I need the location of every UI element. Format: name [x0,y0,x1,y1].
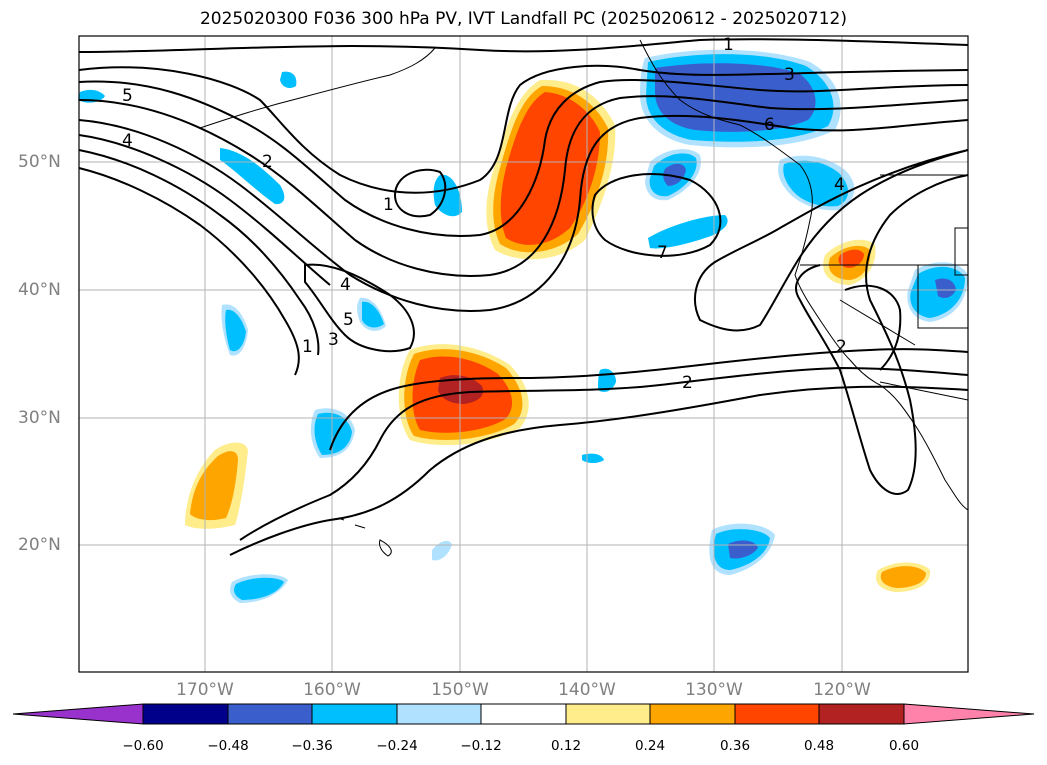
lon-label-130w: 130°W [685,680,743,700]
colorbar-extend-left [12,703,144,725]
lon-label-170w: 170°W [176,680,234,700]
contour-label: 1 [383,195,394,215]
contour-label: 1 [302,337,313,357]
negative-anomaly-pacific-mid-strong [663,163,686,186]
lon-label-150w: 150°W [431,680,489,700]
negative-anomaly-hawaii-south [432,540,452,561]
colorbar-tick: 0.60 [888,738,920,754]
contour-label: 7 [657,243,668,263]
colorbar-swatch [311,703,398,725]
colorbar-tick: −0.24 [376,738,418,754]
lat-label-50n: 50°N [18,152,61,172]
colorbar-swatch [396,703,482,725]
contour-label: 5 [122,86,133,106]
negative-anomaly-bc-coast-mid [783,160,849,207]
lon-label-140w: 140°W [558,680,616,700]
positive-anomaly-subtropic-west-mid [190,451,238,521]
lon-label-120w: 120°W [813,680,871,700]
colorbar-swatch [565,703,651,725]
positive-anomaly-california-strong [838,249,864,268]
contour-label: 3 [328,330,339,350]
contour-label: 4 [340,275,351,295]
colorbar-swatch [142,703,229,725]
colorbar-swatch [734,703,820,725]
colorbar-tick: 0.12 [550,738,582,754]
contour-label: 4 [122,131,133,151]
colorbar-swatch [480,703,567,725]
lat-label-20n: 20°N [18,535,61,555]
colorbar-tick: 0.36 [719,738,751,754]
lon-label-160w: 160°W [303,680,361,700]
negative-anomaly-small-1 [280,71,297,88]
colorbar-swatch [818,703,905,725]
colorbar-tick: −0.48 [207,738,249,754]
pv-contours [78,38,969,556]
lat-label-30n: 30°N [18,408,61,428]
colorbar-tick: −0.12 [460,738,502,754]
contour-label: 1 [723,35,734,55]
colorbar-swatch [649,703,736,725]
coastlines [199,39,969,557]
negative-anomaly-southwest-mid [234,577,284,600]
contour-label: 3 [784,65,795,85]
negative-anomaly-hawaii-west-mid [225,309,246,352]
negative-anomaly-gulf-alaska-strong [655,63,816,132]
contour-label: 2 [682,373,693,393]
graticule [79,36,968,672]
negative-anomaly-west-coast-band [648,215,728,249]
positive-anomaly-south-max [438,375,484,404]
contour-label: 2 [262,152,273,172]
colorbar-extend-right [903,703,1035,725]
colorbar-tick: 0.24 [634,738,666,754]
negative-anomaly-subtropic-3 [582,453,604,463]
colorbar-tick: −0.36 [291,738,333,754]
negative-anomaly-small-2 [433,174,462,217]
positive-anomaly-southeast-mid [880,566,926,588]
contour-label: 6 [764,115,775,135]
colorbar [12,703,1035,725]
map-title: 2025020300 F036 300 hPa PV, IVT Landfall… [199,9,847,29]
contour-label: 4 [834,175,845,195]
colorbar-tick: 0.48 [803,738,835,754]
colorbar-tick: −0.60 [122,738,164,754]
colorbar-swatch [227,703,313,725]
contour-label: 2 [836,337,847,357]
contour-labels: 1 5 4 2 1 4 5 3 1 3 6 4 7 2 2 [122,35,847,393]
map-frame [78,35,969,673]
negative-anomaly-mid-pac-1-mid [362,301,384,328]
lat-label-40n: 40°N [18,280,61,300]
negative-anomaly-nevada-strong [935,278,956,298]
contour-label: 5 [343,310,354,330]
shaded-anomalies [78,49,968,603]
